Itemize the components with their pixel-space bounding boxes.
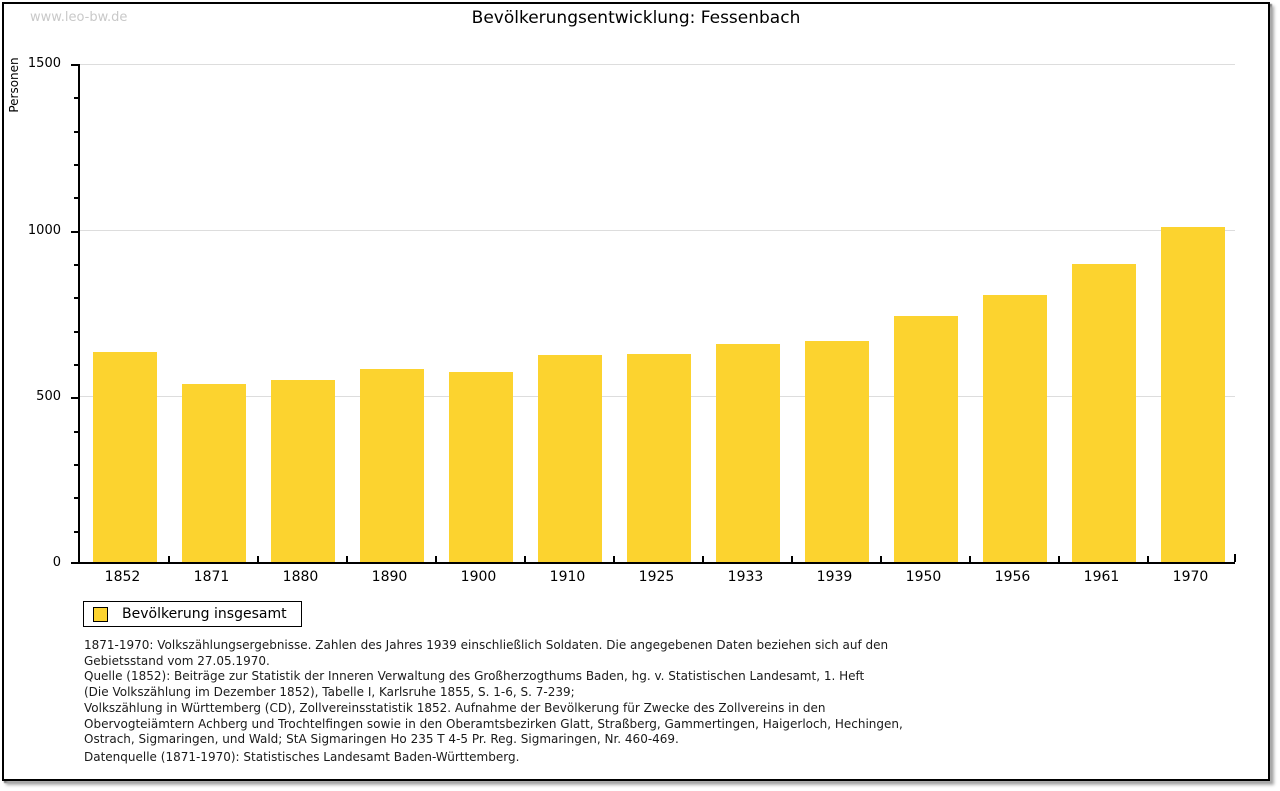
- y-major-tick-0: [71, 562, 79, 564]
- y-minor-tick-1200: [74, 164, 79, 166]
- watermark: www.leo-bw.de: [30, 10, 128, 25]
- x-boundary-tick-3: [346, 556, 348, 562]
- x-boundary-tick-6: [613, 556, 615, 562]
- y-tick-label-500: 500: [36, 389, 61, 405]
- y-major-tick-500: [71, 397, 79, 400]
- x-label-1890: 1890: [371, 569, 408, 585]
- x-boundary-tick-9: [880, 556, 882, 562]
- y-tick-label-0: 0: [52, 555, 61, 570]
- y-minor-tick-200: [74, 497, 79, 500]
- y-major-tick-1000: [71, 230, 79, 233]
- y-major-tick-1500: [71, 64, 79, 66]
- y-minor-tick-700: [74, 330, 79, 333]
- legend-label: Bevölkerung insgesamt: [122, 606, 287, 622]
- bar-1880: [270, 380, 335, 562]
- legend: Bevölkerung insgesamt: [83, 601, 302, 627]
- gridline-1000: [80, 229, 1235, 231]
- bar-1939: [804, 341, 869, 562]
- chart-title: Bevölkerungsentwicklung: Fessenbach: [471, 8, 801, 28]
- bar-1956: [982, 294, 1047, 562]
- bar-1871: [181, 384, 246, 562]
- chart-page: www.leo-bw.de Bevölkerungsentwicklung: F…: [2, 2, 1270, 781]
- bar-1852: [92, 352, 157, 562]
- bar-1970: [1160, 227, 1225, 562]
- source-notes: 1871-1970: Volkszählungsergebnisse. Zahl…: [84, 638, 903, 747]
- x-boundary-tick-10: [969, 556, 971, 562]
- legend-swatch-icon: [93, 606, 108, 622]
- y-minor-tick-400: [74, 430, 79, 433]
- bar-1950: [893, 315, 958, 562]
- y-tick-label-1500: 1500: [27, 56, 61, 71]
- bar-1961: [1071, 264, 1136, 562]
- x-label-1961: 1961: [1083, 569, 1120, 585]
- y-minor-tick-900: [74, 264, 79, 266]
- x-label-1925: 1925: [638, 569, 675, 585]
- bar-1910: [537, 354, 602, 562]
- y-minor-tick-1300: [74, 130, 79, 133]
- x-boundary-tick-12: [1147, 556, 1149, 562]
- plot-area: [78, 64, 1236, 564]
- x-boundary-tick-5: [524, 556, 526, 562]
- bar-1900: [448, 372, 513, 562]
- y-minor-tick-600: [74, 364, 79, 366]
- x-label-1880: 1880: [282, 569, 319, 585]
- x-boundary-tick-1: [168, 556, 170, 562]
- y-tick-label-1000: 1000: [27, 222, 61, 238]
- y-minor-tick-1100: [74, 197, 79, 200]
- bar-1890: [359, 369, 424, 562]
- x-label-1852: 1852: [104, 569, 141, 585]
- x-label-1956: 1956: [994, 569, 1031, 585]
- x-label-1970: 1970: [1172, 569, 1209, 585]
- x-label-1950: 1950: [905, 569, 942, 585]
- chart-canvas: 0 500 1000 1500: [4, 4, 1268, 779]
- bar-1925: [626, 353, 691, 562]
- x-label-1933: 1933: [727, 569, 764, 585]
- x-label-1900: 1900: [460, 569, 497, 585]
- y-minor-tick-1400: [74, 97, 79, 100]
- x-boundary-tick-8: [791, 556, 793, 562]
- x-boundary-tick-2: [257, 556, 259, 562]
- x-boundary-tick-4: [435, 556, 437, 562]
- y-minor-tick-100: [74, 530, 79, 533]
- x-boundary-tick-13: [1234, 554, 1236, 562]
- bar-1933: [715, 344, 780, 562]
- x-label-1871: 1871: [193, 569, 230, 585]
- y-minor-tick-800: [74, 297, 79, 300]
- x-boundary-tick-7: [702, 556, 704, 562]
- x-boundary-tick-11: [1058, 556, 1060, 562]
- gridline-1500: [80, 64, 1235, 65]
- datasource-line: Datenquelle (1871-1970): Statistisches L…: [84, 750, 520, 764]
- y-minor-tick-300: [74, 464, 79, 466]
- x-label-1939: 1939: [816, 569, 853, 585]
- x-label-1910: 1910: [549, 569, 586, 585]
